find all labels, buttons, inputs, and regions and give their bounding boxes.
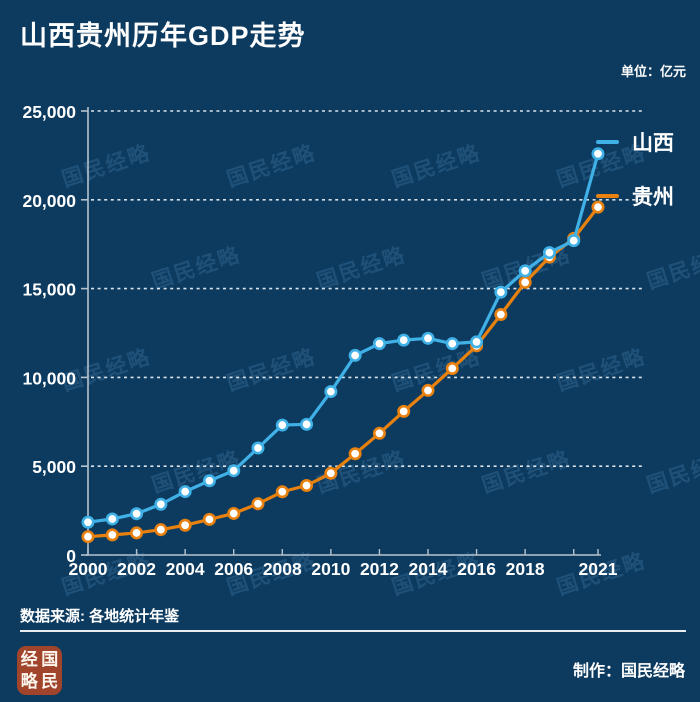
- y-axis-label: 5,000: [32, 457, 76, 477]
- data-point: [251, 441, 265, 455]
- data-point: [154, 497, 168, 511]
- y-axis-label: 15,000: [22, 280, 76, 300]
- data-point: [130, 507, 144, 521]
- y-axis-label: 10,000: [22, 368, 76, 388]
- data-point: [494, 285, 508, 299]
- data-point: [324, 385, 338, 399]
- data-point: [470, 335, 484, 349]
- data-point: [130, 526, 144, 540]
- data-point: [300, 417, 314, 431]
- data-point: [397, 404, 411, 418]
- shanxi-line-swatch: [596, 140, 619, 144]
- logo-char: 民: [41, 671, 59, 691]
- x-axis-label: 2016: [457, 559, 496, 579]
- brand-seal-logo: 经 国 略 民: [17, 646, 62, 695]
- x-axis-label: 2002: [117, 559, 156, 579]
- data-point: [178, 485, 192, 499]
- data-point: [275, 485, 289, 499]
- x-axis-label: 2010: [311, 559, 350, 579]
- data-point: [227, 464, 241, 478]
- data-point: [178, 518, 192, 532]
- data-point: [445, 337, 459, 351]
- x-axis-label: 2008: [263, 559, 302, 579]
- guizhou-line-swatch: [596, 194, 619, 198]
- data-point: [154, 523, 168, 537]
- x-axis-label: 2021: [579, 559, 618, 579]
- data-point: [421, 383, 435, 397]
- data-point: [542, 246, 556, 260]
- series-line: [86, 205, 600, 539]
- data-point: [202, 474, 216, 488]
- x-axis-label: 2014: [409, 559, 448, 579]
- series-山西: [81, 147, 605, 529]
- data-point: [567, 234, 581, 248]
- x-axis-label: 2000: [69, 559, 108, 579]
- data-point: [372, 337, 386, 351]
- logo-char: 经: [20, 650, 38, 670]
- data-source-label: 数据来源: 各地统计年鉴: [20, 608, 180, 625]
- series-line: [86, 152, 600, 524]
- data-point: [105, 512, 119, 526]
- x-axis-label: 2004: [166, 559, 205, 579]
- unit-label: 单位：亿元: [620, 64, 686, 79]
- data-point: [421, 331, 435, 345]
- data-point: [372, 426, 386, 440]
- y-axis-label: 0: [66, 546, 76, 566]
- data-point: [81, 515, 95, 529]
- footer-divider: [20, 630, 686, 632]
- data-point: [494, 308, 508, 322]
- logo-char: 略: [20, 671, 38, 691]
- legend-label-shanxi: 山西: [632, 132, 674, 155]
- data-point: [591, 200, 605, 214]
- data-point: [324, 466, 338, 480]
- x-axis-label: 2018: [506, 559, 545, 579]
- y-axis-label: 25,000: [22, 102, 76, 122]
- data-point: [445, 361, 459, 375]
- data-point: [397, 333, 411, 347]
- y-axis-label: 20,000: [22, 191, 76, 211]
- legend-label-guizhou: 贵州: [632, 186, 674, 209]
- x-axis-label: 2006: [214, 559, 253, 579]
- legend-item-guizhou: 贵州: [596, 181, 674, 211]
- data-point: [105, 528, 119, 542]
- x-axis-label: 2012: [360, 559, 399, 579]
- data-point: [202, 512, 216, 526]
- data-point: [81, 530, 95, 544]
- data-point: [275, 418, 289, 432]
- data-point: [251, 497, 265, 511]
- credit-label: 制作：国民经略: [572, 663, 685, 680]
- data-point: [300, 479, 314, 493]
- data-point: [591, 147, 605, 161]
- data-point: [227, 506, 241, 520]
- chart-title: 山西贵州历年GDP走势: [20, 21, 306, 51]
- data-point: [348, 348, 362, 362]
- gridlines: [91, 110, 642, 468]
- data-point: [518, 275, 532, 289]
- logo-char: 国: [41, 650, 59, 670]
- data-point: [348, 447, 362, 461]
- axes: 0 5,000 10,000 15,000 20,000 25,000 2000 2002 20…: [22, 102, 617, 579]
- data-point: [518, 264, 532, 278]
- legend-item-shanxi: 山西: [596, 127, 674, 157]
